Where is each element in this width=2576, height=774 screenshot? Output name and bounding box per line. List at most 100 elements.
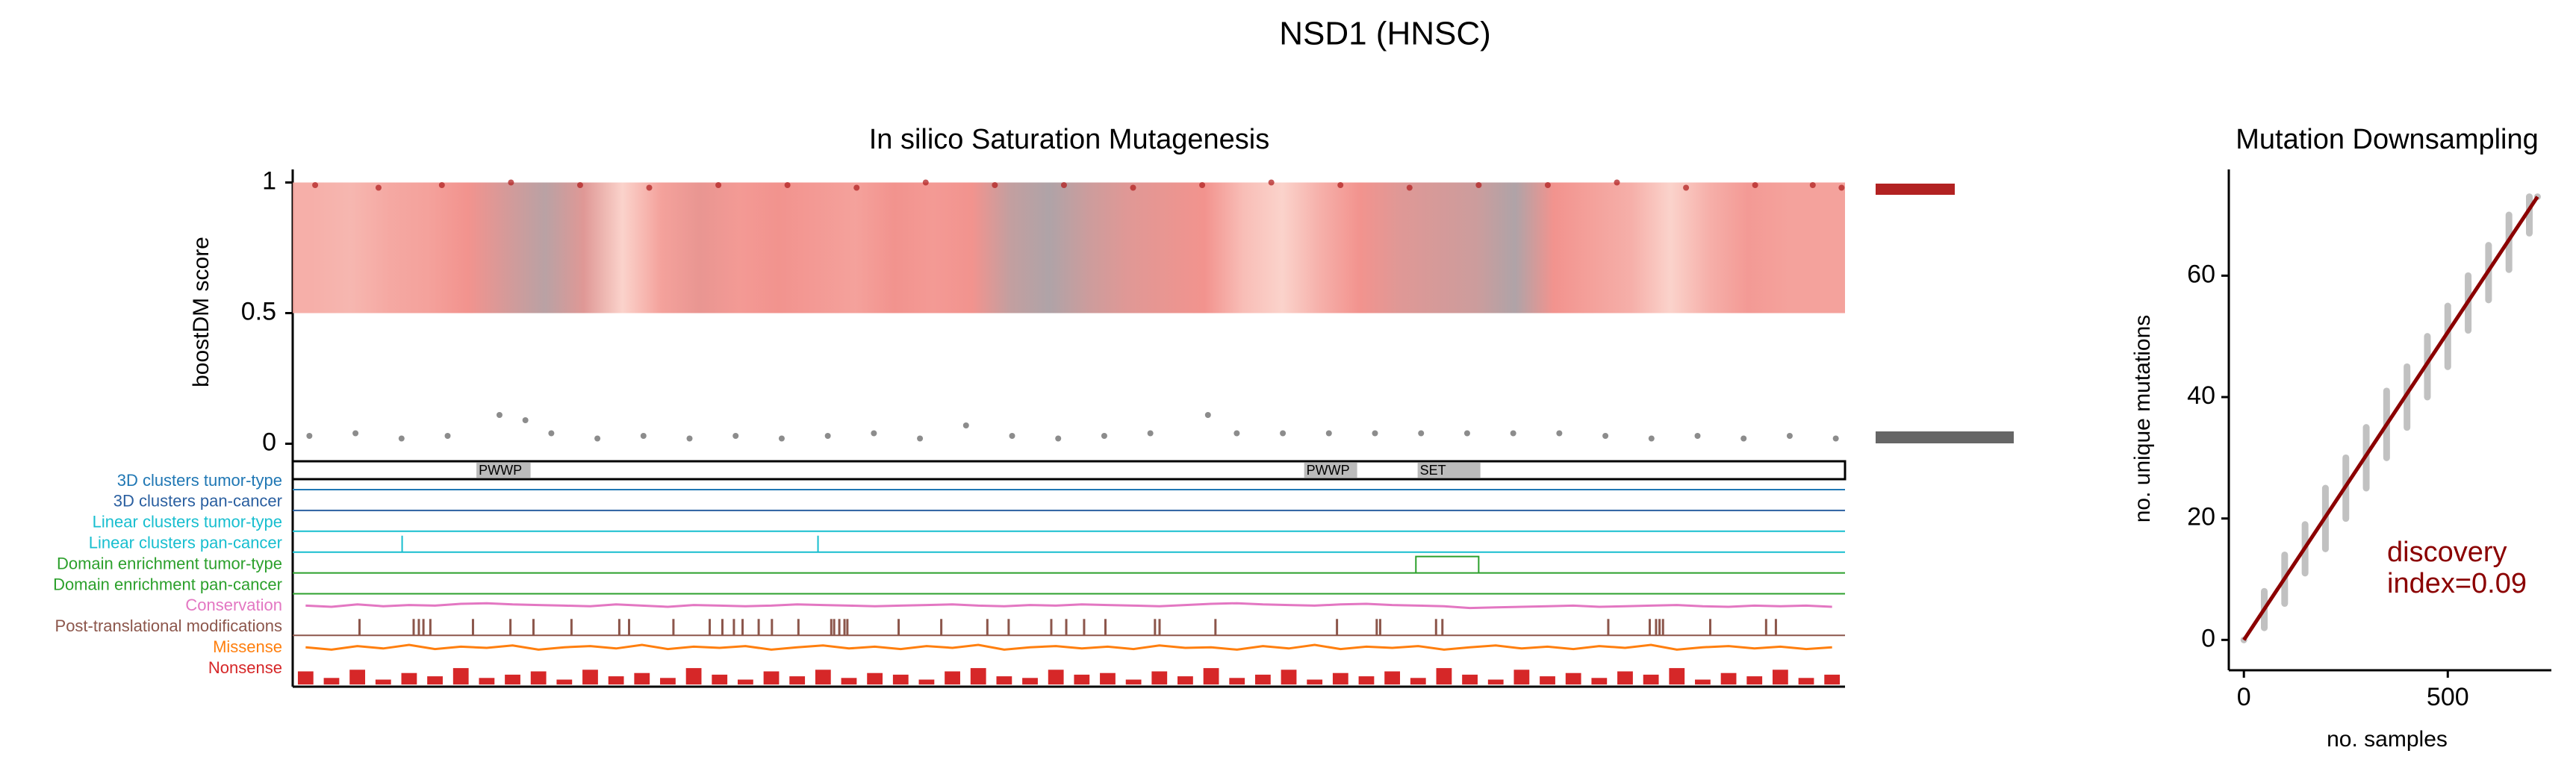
domain [476, 463, 531, 478]
track-line [305, 643, 1832, 651]
y-axis-label: boostDM score [189, 237, 214, 387]
track-bar [996, 676, 1012, 685]
track-bar [815, 670, 831, 685]
score-point [917, 435, 924, 442]
score-point [1752, 182, 1758, 188]
score-point [1325, 430, 1332, 437]
score-point [1786, 433, 1793, 439]
track-bar [1617, 671, 1633, 685]
y-tick-label: 0 [2201, 624, 2215, 652]
track-bar [1565, 672, 1581, 685]
track-bar [1125, 679, 1142, 685]
domain [1304, 463, 1357, 478]
score-point [1199, 182, 1206, 188]
track-bar [1151, 671, 1168, 685]
score-point [1740, 435, 1747, 442]
track-bar [867, 672, 883, 685]
score-point [1648, 435, 1655, 442]
track-bar [297, 671, 314, 685]
score-point [1683, 184, 1690, 191]
score-point [1838, 184, 1845, 191]
y-tick-label: 0 [262, 428, 276, 456]
score-point [312, 182, 319, 188]
domain [1417, 463, 1481, 478]
track-bar [1772, 670, 1788, 685]
track-bar [1048, 670, 1064, 685]
score-point [922, 179, 929, 186]
score-point [1009, 433, 1015, 439]
score-point [594, 435, 601, 442]
track-bar [1436, 668, 1452, 685]
score-point [1101, 433, 1107, 439]
score-point [1280, 430, 1287, 437]
track-bar [892, 674, 909, 685]
score-point [1510, 430, 1516, 437]
score-point [444, 433, 451, 439]
score-point [784, 182, 791, 188]
track-label: Linear clusters pan-cancer [89, 534, 282, 552]
score-point [548, 430, 555, 437]
track-bar [685, 668, 702, 685]
side-bar [1876, 184, 1955, 195]
score-point [496, 412, 503, 418]
track-bar [479, 678, 495, 685]
track-bar [1540, 676, 1555, 685]
score-point [1694, 433, 1701, 439]
track-bar [1591, 678, 1608, 685]
track-bar [1281, 670, 1297, 685]
track-label: Post-translational modifications [55, 617, 282, 635]
track-bar [1487, 679, 1504, 685]
track-bar [1798, 678, 1814, 685]
track-bar [1229, 678, 1245, 685]
score-point [646, 184, 653, 191]
track-bar [918, 679, 935, 685]
track-bar [1384, 671, 1401, 685]
y-tick-label: 20 [2187, 503, 2215, 531]
track-bar [712, 674, 728, 685]
track-bar [1669, 668, 1685, 685]
score-point [1556, 430, 1563, 437]
score-point [778, 435, 785, 442]
score-point [1060, 182, 1067, 188]
x-axis-label: no. samples [2327, 727, 2448, 752]
track-line [305, 602, 1832, 610]
track-bar [582, 670, 598, 685]
score-point [1832, 435, 1839, 442]
score-point [1130, 184, 1136, 191]
x-tick-label: 500 [2427, 683, 2469, 711]
track-label: Conservation [185, 596, 282, 614]
track-bar [1410, 678, 1426, 685]
track-bar [1720, 672, 1737, 685]
score-point [824, 433, 831, 439]
score-point [398, 435, 405, 442]
side-bar [1876, 431, 2014, 443]
track-bar [349, 670, 366, 685]
track-bar [945, 671, 960, 685]
panel-title: Mutation Downsampling [2236, 124, 2539, 155]
annotation: index=0.09 [2387, 568, 2527, 599]
track-bar [452, 668, 469, 685]
track-bar [1513, 670, 1530, 685]
score-point [438, 182, 445, 188]
y-tick-label: 60 [2187, 260, 2215, 288]
track-label: 3D clusters pan-cancer [113, 492, 282, 511]
score-point [1406, 184, 1413, 191]
y-tick-label: 1 [262, 166, 276, 195]
track-bar [1746, 676, 1763, 685]
track-bar [1332, 672, 1348, 685]
figure-title: NSD1 (HNSC) [1279, 16, 1491, 52]
score-point [1475, 182, 1482, 188]
score-point [1602, 433, 1609, 439]
track-label: Nonsense [208, 658, 282, 677]
score-point [1055, 435, 1062, 442]
panel-title: In silico Saturation Mutagenesis [869, 124, 1270, 155]
score-point [962, 422, 969, 428]
track-bar [323, 678, 340, 685]
score-point [375, 184, 382, 191]
track-bar [634, 672, 650, 685]
score-point [1204, 412, 1211, 418]
track-bar [970, 668, 986, 685]
track-label: Missense [213, 637, 282, 656]
track-bar [1074, 674, 1090, 685]
